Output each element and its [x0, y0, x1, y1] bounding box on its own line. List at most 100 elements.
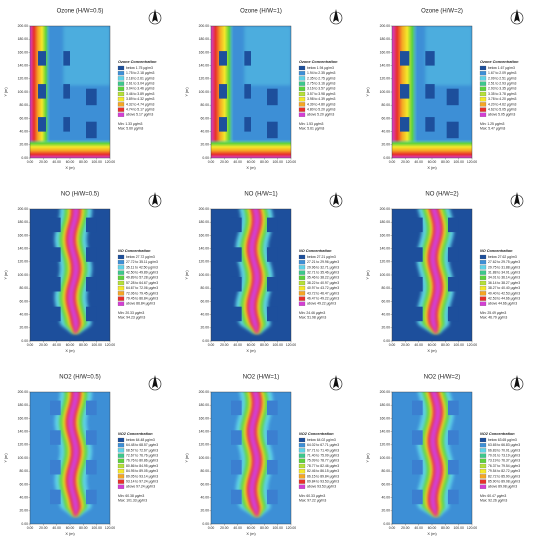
- y-tick-label: 20.00: [201, 143, 210, 147]
- legend-label: 1.67 to 2.09 µg/m3: [488, 71, 516, 75]
- legend-label: below 63.65 µg/m3: [488, 438, 517, 442]
- building: [50, 217, 61, 233]
- y-tick-label: 0.00: [202, 522, 209, 526]
- legend-swatch: [117, 463, 125, 469]
- legend-swatch: [117, 97, 125, 102]
- y-tick-label: 20.00: [382, 509, 391, 513]
- x-tick-label: 40.00: [233, 160, 242, 164]
- x-tick-label: 20.00: [39, 343, 48, 347]
- y-tick-label: 60.00: [201, 116, 210, 120]
- y-tick-label: 100.00: [199, 456, 209, 460]
- legend-label: 1.75 to 2.18 µg/m3: [126, 71, 154, 75]
- y-tick-label: 200.00: [199, 390, 209, 394]
- legend-swatch: [117, 448, 125, 453]
- y-tick-label: 20.00: [201, 509, 210, 513]
- x-tick-label: 60.00: [66, 343, 75, 347]
- building: [400, 117, 410, 132]
- legend-swatch: [298, 291, 306, 296]
- legend-swatch: [117, 254, 125, 260]
- building: [448, 217, 459, 233]
- y-tick-label: 200.00: [380, 24, 390, 28]
- legend-label: below 64.02 µg/m3: [307, 438, 336, 442]
- legend-swatch: [479, 71, 487, 76]
- legend-swatch: [298, 479, 306, 484]
- building: [231, 400, 242, 416]
- legend-label: 84.95 to 89.05 µg/m3: [126, 469, 158, 473]
- x-tick-label: 80.00: [260, 526, 269, 530]
- y-tick-label: 20.00: [382, 326, 391, 330]
- map: [30, 209, 110, 341]
- y-tick-label: 200.00: [380, 207, 390, 211]
- legend-swatch: [298, 86, 306, 91]
- building: [267, 400, 278, 416]
- legend-max: Max: 5.60 µg/m3: [118, 126, 143, 130]
- legend-swatch: [117, 296, 125, 301]
- legend-min: Min: 1.33 µg/m3: [118, 122, 142, 126]
- x-tick-label: 60.00: [66, 160, 75, 164]
- y-tick-label: 80.00: [20, 286, 29, 290]
- building: [267, 459, 278, 475]
- x-tick-label: 100.00: [272, 526, 282, 530]
- map: [30, 26, 110, 158]
- legend-swatch: [479, 301, 487, 306]
- x-tick-label: 0.00: [208, 160, 215, 164]
- x-tick-label: 0.00: [27, 526, 34, 530]
- x-tick-label: 20.00: [220, 343, 229, 347]
- legend-swatch: [298, 463, 306, 469]
- x-tick-label: 20.00: [39, 526, 48, 530]
- plume-band: [429, 392, 441, 517]
- north-arrow-needle: [333, 192, 339, 205]
- legend-label: 3.78 to 4.20 µg/m3: [488, 97, 516, 101]
- legend-swatch: [117, 65, 125, 71]
- north-arrow: [510, 375, 524, 391]
- y-tick-label: 160.00: [18, 50, 28, 54]
- map: [392, 392, 472, 524]
- legend-label: 4.80 to 5.20 µg/m3: [307, 107, 335, 111]
- north-arrow-needle: [514, 192, 520, 205]
- x-tick-label: 80.00: [260, 160, 269, 164]
- legend-label: 2.61 to 3.04 µg/m3: [126, 81, 154, 85]
- panel: NO2 (H/W=0.5)0.0020.0040.0060.0080.00100…: [4, 375, 162, 536]
- legend-swatch: [479, 65, 487, 71]
- legend-label: 82.46 to 86.15 µg/m3: [307, 469, 339, 473]
- y-tick-label: 0.00: [202, 156, 209, 160]
- north-arrow-needle: [333, 9, 339, 22]
- y-tick-label: 140.00: [199, 246, 209, 250]
- legend-swatch: [298, 275, 306, 280]
- legend-label: above 89.08 µg/m3: [488, 485, 517, 489]
- legend-label: 89.84 to 93.53 µg/m3: [307, 479, 339, 483]
- building: [219, 51, 227, 66]
- north-arrow-needle: [152, 9, 158, 22]
- y-tick-label: 120.00: [380, 260, 390, 264]
- building: [38, 84, 46, 99]
- legend-label: 78.77 to 82.46 µg/m3: [307, 464, 339, 468]
- building: [50, 276, 61, 292]
- legend-label: 3.35 to 3.78 µg/m3: [488, 92, 516, 96]
- panel-title: Ozone (H/W=2): [421, 9, 463, 15]
- legend-label: 67.71 to 71.40 µg/m3: [307, 448, 339, 452]
- legend-swatch: [479, 280, 487, 286]
- legend-label: below 1.75 µg/m3: [126, 66, 153, 70]
- map: [30, 392, 110, 524]
- y-tick-label: 180.00: [199, 403, 209, 407]
- legend-label: 2.75 to 3.16 µg/m3: [307, 81, 335, 85]
- legend-swatch: [479, 463, 487, 469]
- y-tick-label: 160.00: [18, 416, 28, 420]
- legend-label: 2.09 to 2.51 µg/m3: [488, 76, 516, 80]
- x-tick-label: 120.00: [286, 526, 296, 530]
- y-tick-label: 200.00: [380, 390, 390, 394]
- x-tick-label: 0.00: [389, 343, 396, 347]
- legend-min: Min: 60.47 µg/m3: [480, 494, 506, 498]
- y-tick-label: 160.00: [380, 416, 390, 420]
- building: [425, 51, 435, 66]
- building: [412, 489, 423, 505]
- legend-max: Max: 46.79 µg/m3: [480, 315, 507, 319]
- legend-title: NO Concentration: [118, 249, 151, 253]
- x-axis-label: X (m): [65, 532, 75, 536]
- building: [267, 88, 278, 106]
- y-tick-label: 120.00: [199, 443, 209, 447]
- building: [219, 84, 227, 99]
- legend-label: above 5.20 µg/m3: [307, 113, 334, 117]
- y-tick-label: 160.00: [199, 416, 209, 420]
- north-arrow: [148, 9, 162, 25]
